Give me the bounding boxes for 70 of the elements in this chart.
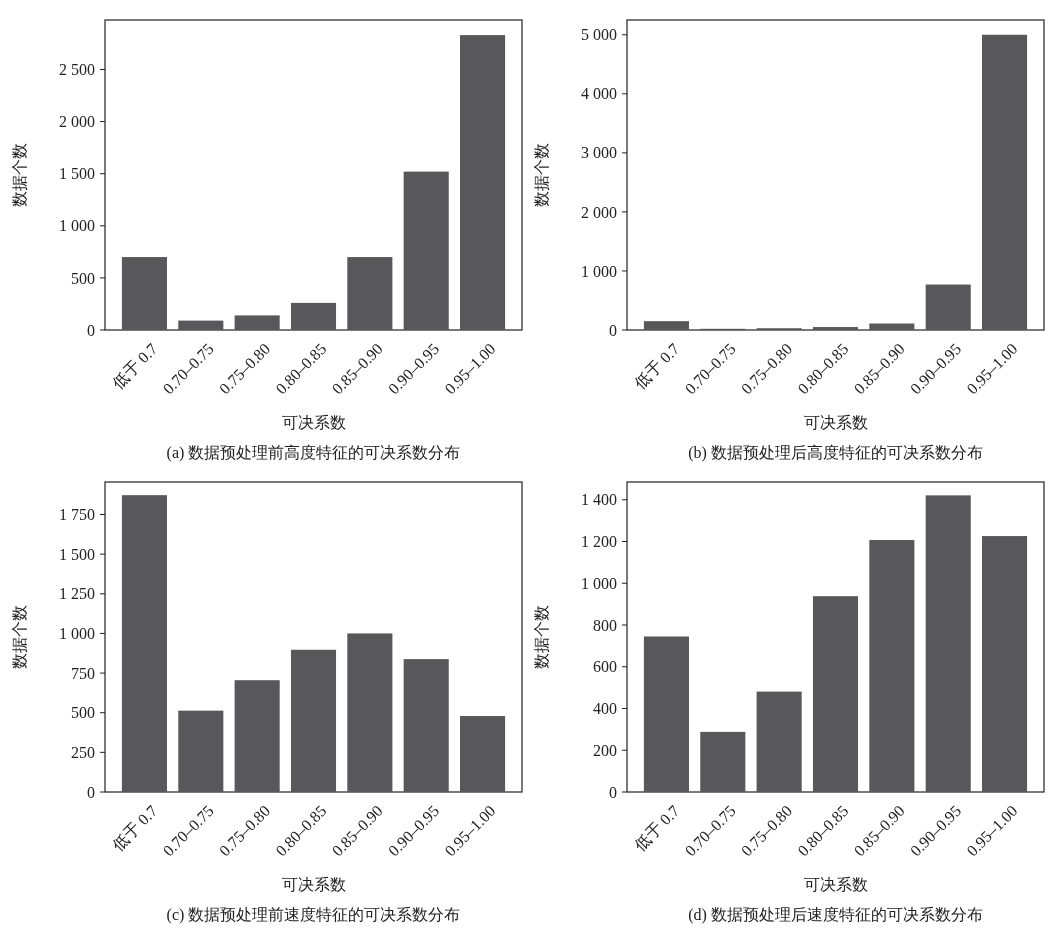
text: (c) 数据预处理前速度特征的可决系数分布 [166,906,461,924]
x-tick-label: 低于 0.7 [630,802,683,854]
x-tick-label: 低于 0.7 [108,340,161,392]
x-axis-title: 可决系数 [803,876,868,893]
bar [643,321,689,330]
bar [869,540,915,792]
bar [178,710,224,792]
bar [178,320,224,330]
bar [925,284,971,330]
y-tick-label: 1 000 [59,217,95,235]
y-tick-label: 750 [71,664,95,682]
bar [347,633,393,792]
y-tick-label: 0 [87,321,95,339]
bar [121,257,167,330]
y-tick-label: 2 500 [59,61,95,79]
bar [460,716,506,792]
bar [460,35,506,330]
y-tick-label: 4 000 [581,85,617,103]
y-tick-label: 1 250 [59,585,95,603]
bar [403,171,449,330]
bar [925,495,971,792]
y-tick-label: 2 000 [59,113,95,131]
bar [869,323,915,330]
x-tick-label: 低于 0.7 [108,802,161,854]
y-tick-label: 1 500 [59,545,95,563]
bar [121,495,167,792]
y-tick-label: 200 [593,741,617,759]
y-axis-title: 数据个数 [11,143,28,207]
y-tick-label: 1 750 [59,506,95,524]
y-tick-label: 0 [609,783,617,801]
bar [290,302,337,330]
bar [403,659,449,792]
bar [290,649,337,792]
y-tick-label: 1 400 [581,491,617,509]
y-tick-label: 5 000 [581,26,617,44]
bar [812,596,859,792]
text: (b) 数据预处理后高度特征的可决系数分布 [688,444,983,462]
bar [234,680,280,792]
bar [643,636,689,792]
bar [756,691,802,792]
bar [982,34,1028,330]
y-tick-label: 1 000 [581,574,617,592]
x-tick-label: 低于 0.7 [630,340,683,392]
y-axis-title: 数据个数 [533,143,550,207]
x-axis-title: 可决系数 [281,876,346,893]
y-tick-label: 0 [609,321,617,339]
y-tick-label: 1 200 [581,533,617,551]
y-tick-label: 0 [87,783,95,801]
bar [347,257,393,330]
y-tick-label: 800 [593,616,617,634]
bar [700,731,746,792]
y-axis-title: 数据个数 [11,605,28,669]
y-axis-title: 数据个数 [533,605,550,669]
bar [982,536,1028,792]
bar [234,315,280,330]
x-axis-title: 可决系数 [281,414,346,431]
y-tick-label: 400 [593,700,617,718]
y-tick-label: 1 000 [581,262,617,280]
y-tick-label: 1 500 [59,165,95,183]
y-tick-label: 1 000 [59,625,95,643]
y-tick-label: 600 [593,658,617,676]
text: (d) 数据预处理后速度特征的可决系数分布 [688,906,983,924]
y-tick-label: 250 [71,743,95,761]
y-tick-label: 2 000 [581,203,617,221]
y-tick-label: 500 [71,704,95,722]
x-axis-title: 可决系数 [803,414,868,431]
text: (a) 数据预处理前高度特征的可决系数分布 [166,444,461,462]
y-tick-label: 3 000 [581,144,617,162]
bar [812,327,859,330]
y-tick-label: 500 [71,269,95,287]
